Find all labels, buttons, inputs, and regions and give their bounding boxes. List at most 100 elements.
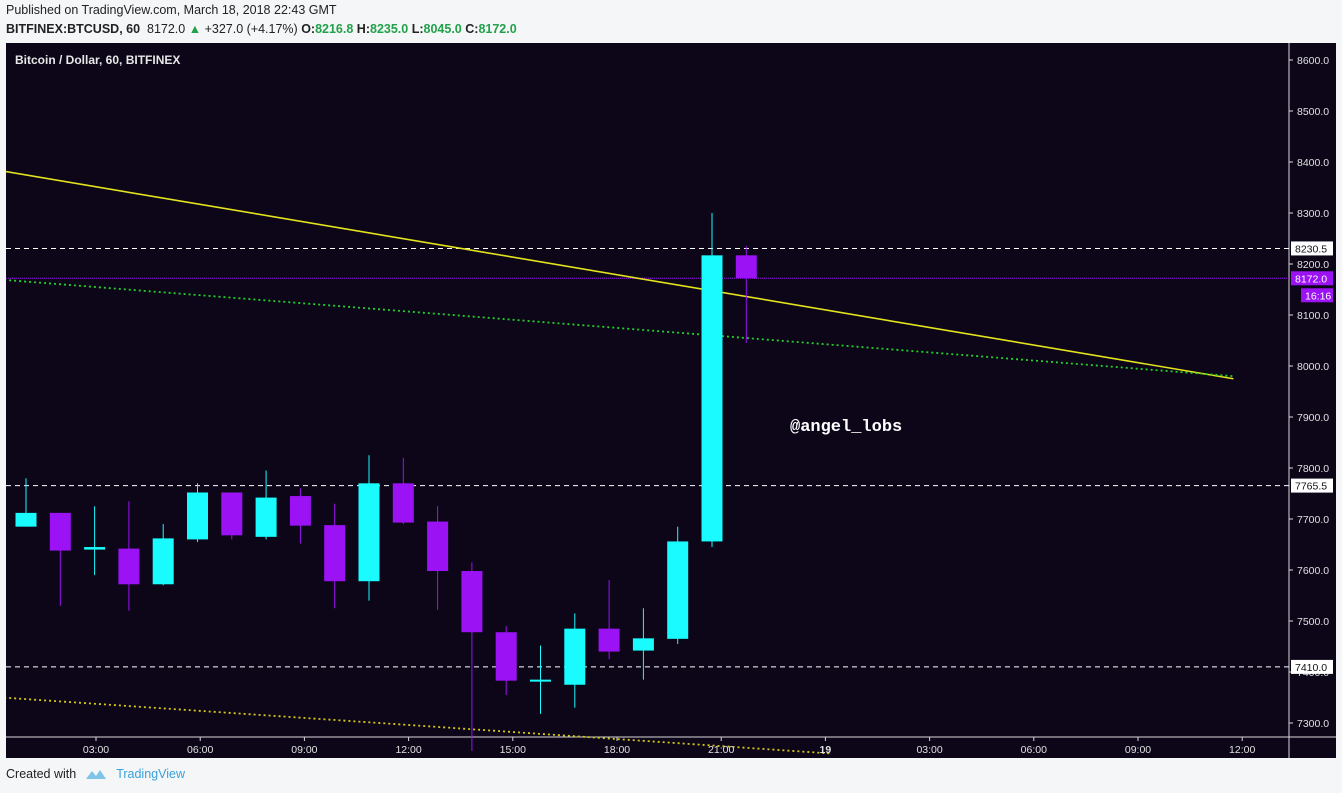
candle-body	[84, 547, 106, 550]
price-label-box	[1291, 271, 1333, 286]
x-tick-label: 19	[820, 744, 832, 756]
countdown-timer: 16:16	[1305, 290, 1331, 302]
candle-body	[187, 492, 208, 540]
candle	[564, 613, 586, 708]
y-tick-label: 7300.0	[1297, 718, 1329, 730]
x-tick-label: 03:00	[916, 744, 942, 756]
candle-body	[15, 512, 37, 527]
candle-body	[152, 538, 174, 585]
candle	[392, 457, 414, 525]
candle	[358, 455, 380, 601]
high-value: 8235.0	[370, 22, 409, 36]
high-label: H:	[356, 22, 370, 36]
x-tick-label: 09:00	[291, 744, 317, 756]
level-label-box	[1291, 659, 1333, 674]
candle	[667, 526, 689, 644]
candle	[530, 645, 551, 714]
level-label-box	[1291, 478, 1333, 493]
candle	[495, 626, 517, 695]
x-tick-label: 21:00	[708, 744, 734, 756]
low-value: 8045.0	[423, 22, 462, 36]
candle-body	[530, 679, 551, 682]
close-label: C:	[465, 22, 479, 36]
close-value: 8172.0	[478, 22, 517, 36]
symbol-line: BITFINEX:BTCUSD, 60 8172.0 ▲ +327.0 (+4.…	[6, 22, 517, 36]
x-tick-label: 03:00	[83, 744, 109, 756]
y-tick-label: 8200.0	[1297, 259, 1329, 271]
tradingview-cloud-icon	[86, 770, 107, 779]
price-label: 8172.0	[1295, 273, 1327, 285]
chart-background	[6, 43, 1336, 758]
x-tick-label: 12:00	[1229, 744, 1255, 756]
candle-body	[632, 638, 654, 651]
candle	[49, 512, 71, 606]
trendline	[6, 170, 1234, 380]
candle-body	[495, 632, 517, 681]
candle-body	[324, 525, 346, 582]
y-tick-label: 8500.0	[1297, 106, 1329, 118]
candle-body	[221, 492, 243, 536]
candle	[187, 483, 208, 542]
candle	[632, 608, 654, 680]
y-tick-label: 7700.0	[1297, 514, 1329, 526]
candle	[15, 478, 37, 527]
price-chart[interactable]: Bitcoin / Dollar, 60, BITFINEX @angel_lo…	[6, 43, 1336, 758]
y-tick-label: 7900.0	[1297, 412, 1329, 424]
y-tick-label: 7500.0	[1297, 616, 1329, 628]
candle	[598, 580, 620, 660]
candle	[701, 213, 723, 548]
candle	[735, 246, 757, 344]
created-with-label: Created with	[6, 767, 77, 781]
tradingview-link[interactable]: TradingView	[116, 767, 185, 781]
candle-body	[701, 255, 723, 542]
level-label: 7765.5	[1295, 481, 1327, 493]
symbol-name: BITFINEX:BTCUSD, 60	[6, 22, 141, 36]
x-tick-label: 12:00	[395, 744, 421, 756]
watermark-text: @angel_lobs	[790, 418, 902, 437]
x-tick-label: 15:00	[500, 744, 526, 756]
candle	[221, 492, 243, 540]
candle-body	[255, 497, 277, 537]
open-value: 8216.8	[315, 22, 354, 36]
candle	[427, 506, 449, 610]
last-price: 8172.0	[147, 22, 186, 36]
x-tick-label: 06:00	[187, 744, 213, 756]
low-label: L:	[411, 22, 424, 36]
level-label: 7410.0	[1295, 662, 1327, 674]
y-tick-label: 8300.0	[1297, 208, 1329, 220]
candle	[118, 501, 140, 611]
x-tick-label: 09:00	[1125, 744, 1151, 756]
candle-body	[461, 571, 483, 633]
candle	[255, 470, 277, 540]
candle-body	[598, 628, 620, 652]
candle	[461, 562, 483, 752]
candle	[84, 506, 106, 576]
candle-body	[392, 483, 414, 523]
x-tick-label: 18:00	[604, 744, 630, 756]
candle	[324, 503, 346, 609]
level-label-box	[1291, 241, 1333, 256]
candle-body	[667, 541, 689, 639]
candle	[152, 524, 174, 586]
chart-title: Bitcoin / Dollar, 60, BITFINEX	[15, 53, 180, 67]
y-tick-label: 8100.0	[1297, 310, 1329, 322]
candle-body	[735, 255, 757, 279]
x-tick-label: 06:00	[1021, 744, 1047, 756]
y-tick-label: 8400.0	[1297, 157, 1329, 169]
footer: Created with TradingView	[6, 767, 185, 781]
y-tick-label: 7800.0	[1297, 463, 1329, 475]
timer-label-box	[1301, 288, 1333, 303]
candle-body	[564, 628, 586, 685]
up-arrow-icon: ▲	[188, 22, 202, 36]
candle	[289, 488, 311, 544]
candle-body	[427, 521, 449, 572]
published-line: Published on TradingView.com, March 18, …	[6, 3, 337, 17]
change-value: +327.0 (+4.17%)	[204, 22, 298, 36]
candle-body	[289, 496, 311, 526]
y-tick-label: 8600.0	[1297, 55, 1329, 67]
open-label: O:	[301, 22, 316, 36]
y-tick-label: 7600.0	[1297, 565, 1329, 577]
candle-body	[358, 483, 380, 582]
candle-body	[118, 548, 140, 585]
dotted-trendline	[6, 279, 1234, 378]
